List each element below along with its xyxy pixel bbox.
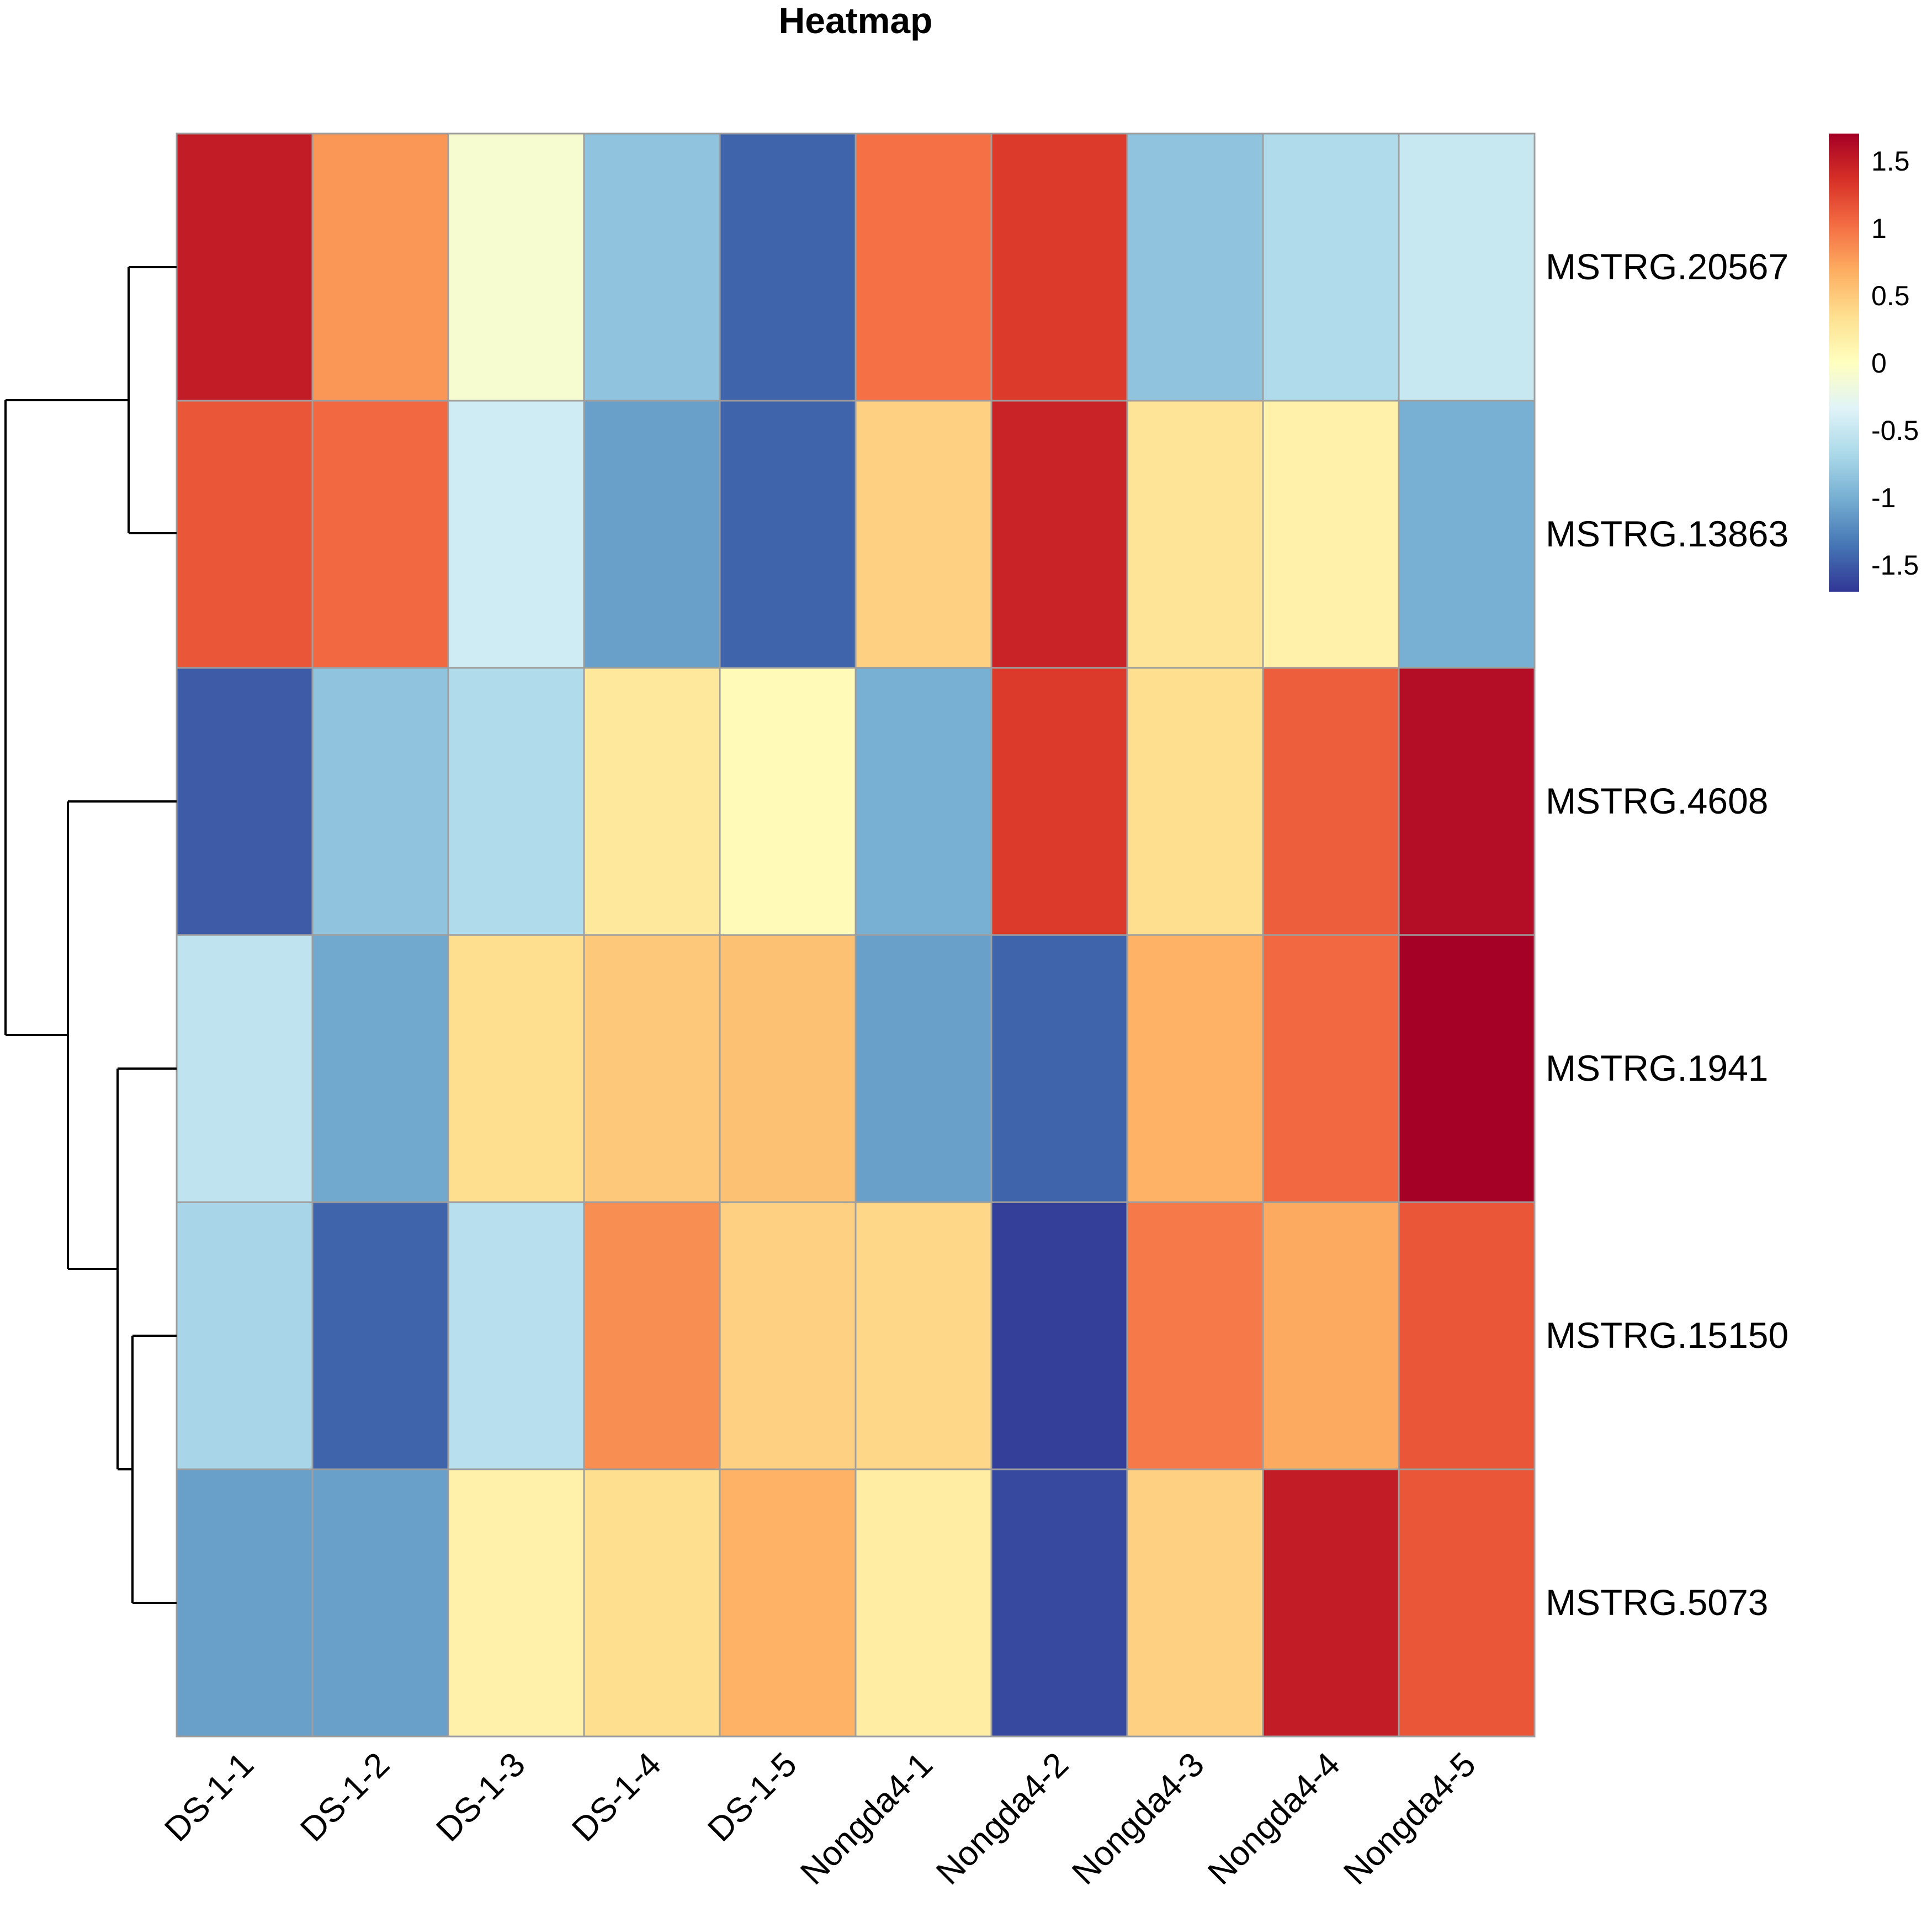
column-label: Nongda4-1 [793, 1745, 940, 1892]
heatmap-cell-r5-c6 [854, 1201, 992, 1470]
heatmap-cell-r4-c3 [447, 934, 585, 1203]
row-dendrogram [4, 266, 177, 1604]
heatmap-cell-r5-c9 [1262, 1201, 1400, 1470]
row-label: MSTRG.20567 [1546, 246, 1788, 287]
dendrogram-branch-3 [116, 1067, 177, 1470]
heatmap-cell-r2-c1 [176, 400, 314, 669]
column-label: DS-1-5 [700, 1745, 804, 1849]
heatmap-cell-r2-c10 [1398, 400, 1536, 669]
heatmap-cell-r4-c9 [1262, 934, 1400, 1203]
heatmap-cell-r4-c2 [311, 934, 449, 1203]
heatmap-cell-r1-c9 [1262, 132, 1400, 402]
heatmap-cell-r6-c9 [1262, 1468, 1400, 1738]
legend-colorbar [1829, 134, 1859, 592]
heatmap-cell-r3-c10 [1398, 667, 1536, 936]
heatmap-cell-r3-c4 [583, 667, 721, 936]
heatmap-cell-r3-c2 [311, 667, 449, 936]
heatmap-cell-r4-c8 [1126, 934, 1264, 1203]
heatmap-cell-r3-c6 [854, 667, 992, 936]
heatmap-cell-r4-c6 [854, 934, 992, 1203]
dendrogram-branch-4 [67, 800, 177, 1270]
legend-tick-label: 0.5 [1871, 280, 1910, 311]
heatmap-cell-r6-c10 [1398, 1468, 1536, 1738]
heatmap-cell-r1-c4 [583, 132, 721, 402]
heatmap-cell-r5-c7 [990, 1201, 1128, 1470]
heatmap-cell-r6-c8 [1126, 1468, 1264, 1738]
heatmap-cell-r2-c2 [311, 400, 449, 669]
heatmap-cell-r4-c7 [990, 934, 1128, 1203]
heatmap-cell-r2-c7 [990, 400, 1128, 669]
legend-tick-label: 1.5 [1871, 146, 1910, 177]
row-label: MSTRG.4608 [1546, 780, 1768, 821]
legend-tick-label: -1 [1871, 482, 1896, 513]
row-labels: MSTRG.20567 MSTRG.13863 MSTRG.4608 MSTRG.19… [1546, 246, 1788, 1623]
chart-title: Heatmap [779, 0, 933, 41]
legend-tick-label: -0.5 [1871, 415, 1919, 446]
heatmap-cell-r3-c9 [1262, 667, 1400, 936]
column-label: Nongda4-2 [929, 1745, 1076, 1892]
heatmap-cell-r2-c4 [583, 400, 721, 669]
heatmap-cell-r1-c7 [990, 132, 1128, 402]
column-labels: DS-1-1 DS-1-2 DS-1-3 DS-1-4 DS-1-5Nongda4-1N… [157, 1745, 1483, 1892]
heatmap-cell-r1-c10 [1398, 132, 1536, 402]
heatmap-cell-r4-c4 [583, 934, 721, 1203]
heatmap-cells [176, 132, 1536, 1738]
heatmap-cell-r4-c10 [1398, 934, 1536, 1203]
heatmap-cell-r6-c6 [854, 1468, 992, 1738]
row-label: MSTRG.15150 [1546, 1315, 1788, 1356]
heatmap-cell-r5-c3 [447, 1201, 585, 1470]
heatmap-cell-r2-c5 [719, 400, 857, 669]
heatmap-cell-r4-c1 [176, 934, 314, 1203]
legend-tick-label: 0 [1871, 348, 1887, 379]
heatmap-cell-r3-c7 [990, 667, 1128, 936]
dendrogram-branch-2 [131, 1335, 177, 1604]
heatmap-cell-r1-c5 [719, 132, 857, 402]
heatmap-cell-r1-c3 [447, 132, 585, 402]
dendrogram-root [4, 399, 129, 1036]
row-label: MSTRG.1941 [1546, 1048, 1768, 1088]
column-label: Nongda4-5 [1336, 1745, 1483, 1892]
heatmap-cell-r5-c2 [311, 1201, 449, 1470]
heatmap-cell-r6-c2 [311, 1468, 449, 1738]
legend-tick-label: -1.5 [1871, 550, 1919, 581]
heatmap-cell-r3-c1 [176, 667, 314, 936]
heatmap-cell-r3-c8 [1126, 667, 1264, 936]
heatmap-cell-r1-c1 [176, 132, 314, 402]
heatmap-cell-r1-c8 [1126, 132, 1264, 402]
heatmap-cell-r6-c7 [990, 1468, 1128, 1738]
column-label: DS-1-4 [565, 1745, 668, 1849]
heatmap-cell-r4-c5 [719, 934, 857, 1203]
heatmap-cell-r5-c10 [1398, 1201, 1536, 1470]
heatmap-cell-r5-c4 [583, 1201, 721, 1470]
column-label: DS-1-3 [429, 1745, 533, 1849]
row-label: MSTRG.5073 [1546, 1582, 1768, 1623]
column-label: Nongda4-4 [1201, 1745, 1347, 1892]
heatmap-cell-r3-c5 [719, 667, 857, 936]
dendrogram-branch-1 [128, 266, 177, 534]
heatmap-cell-r6-c3 [447, 1468, 585, 1738]
heatmap-cell-r2-c8 [1126, 400, 1264, 669]
color-legend: 1.5 1 0.5 0 -0.5 -1 -1.5 [1829, 134, 1919, 592]
legend-tick-label: 1 [1871, 213, 1887, 244]
column-label: Nongda4-3 [1065, 1745, 1212, 1892]
heatmap-cell-r6-c4 [583, 1468, 721, 1738]
heatmap-cell-r1-c6 [854, 132, 992, 402]
heatmap-cell-r3-c3 [447, 667, 585, 936]
heatmap-cell-r2-c9 [1262, 400, 1400, 669]
heatmap-cell-r2-c3 [447, 400, 585, 669]
heatmap-cell-r5-c5 [719, 1201, 857, 1470]
heatmap-cell-r5-c1 [176, 1201, 314, 1470]
heatmap-cell-r5-c8 [1126, 1201, 1264, 1470]
heatmap-cell-r6-c5 [719, 1468, 857, 1738]
column-label: DS-1-2 [293, 1745, 397, 1849]
heatmap-cell-r2-c6 [854, 400, 992, 669]
heatmap-cell-r6-c1 [176, 1468, 314, 1738]
column-label: DS-1-1 [157, 1745, 261, 1849]
row-label: MSTRG.13863 [1546, 513, 1788, 554]
heatmap-cell-r1-c2 [311, 132, 449, 402]
